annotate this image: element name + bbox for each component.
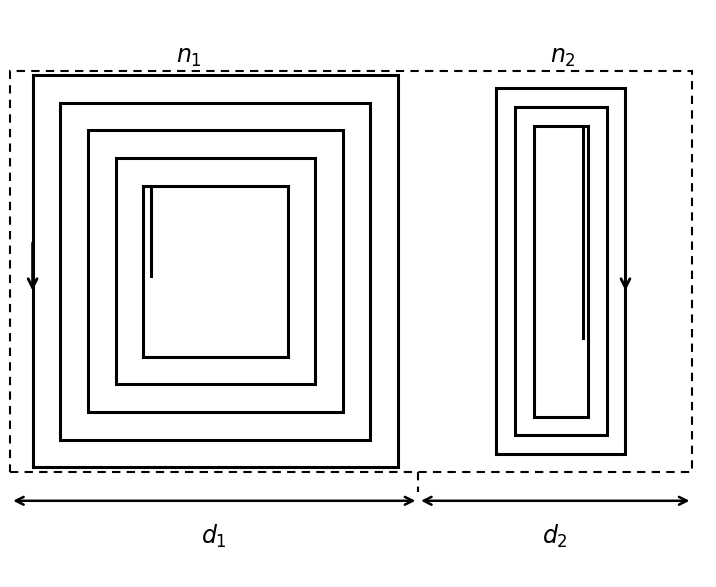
Bar — [143, 185, 288, 357]
Bar — [10, 70, 692, 472]
Bar — [115, 158, 315, 384]
Bar — [88, 130, 343, 412]
Text: $n_1$: $n_1$ — [175, 45, 201, 69]
Bar — [533, 126, 588, 417]
Bar — [515, 107, 606, 435]
Bar — [496, 89, 626, 454]
Text: $d_2$: $d_2$ — [542, 523, 569, 550]
Bar — [60, 103, 370, 440]
Bar — [33, 75, 398, 467]
Text: $n_2$: $n_2$ — [550, 45, 576, 69]
Text: $d_1$: $d_1$ — [201, 523, 227, 550]
